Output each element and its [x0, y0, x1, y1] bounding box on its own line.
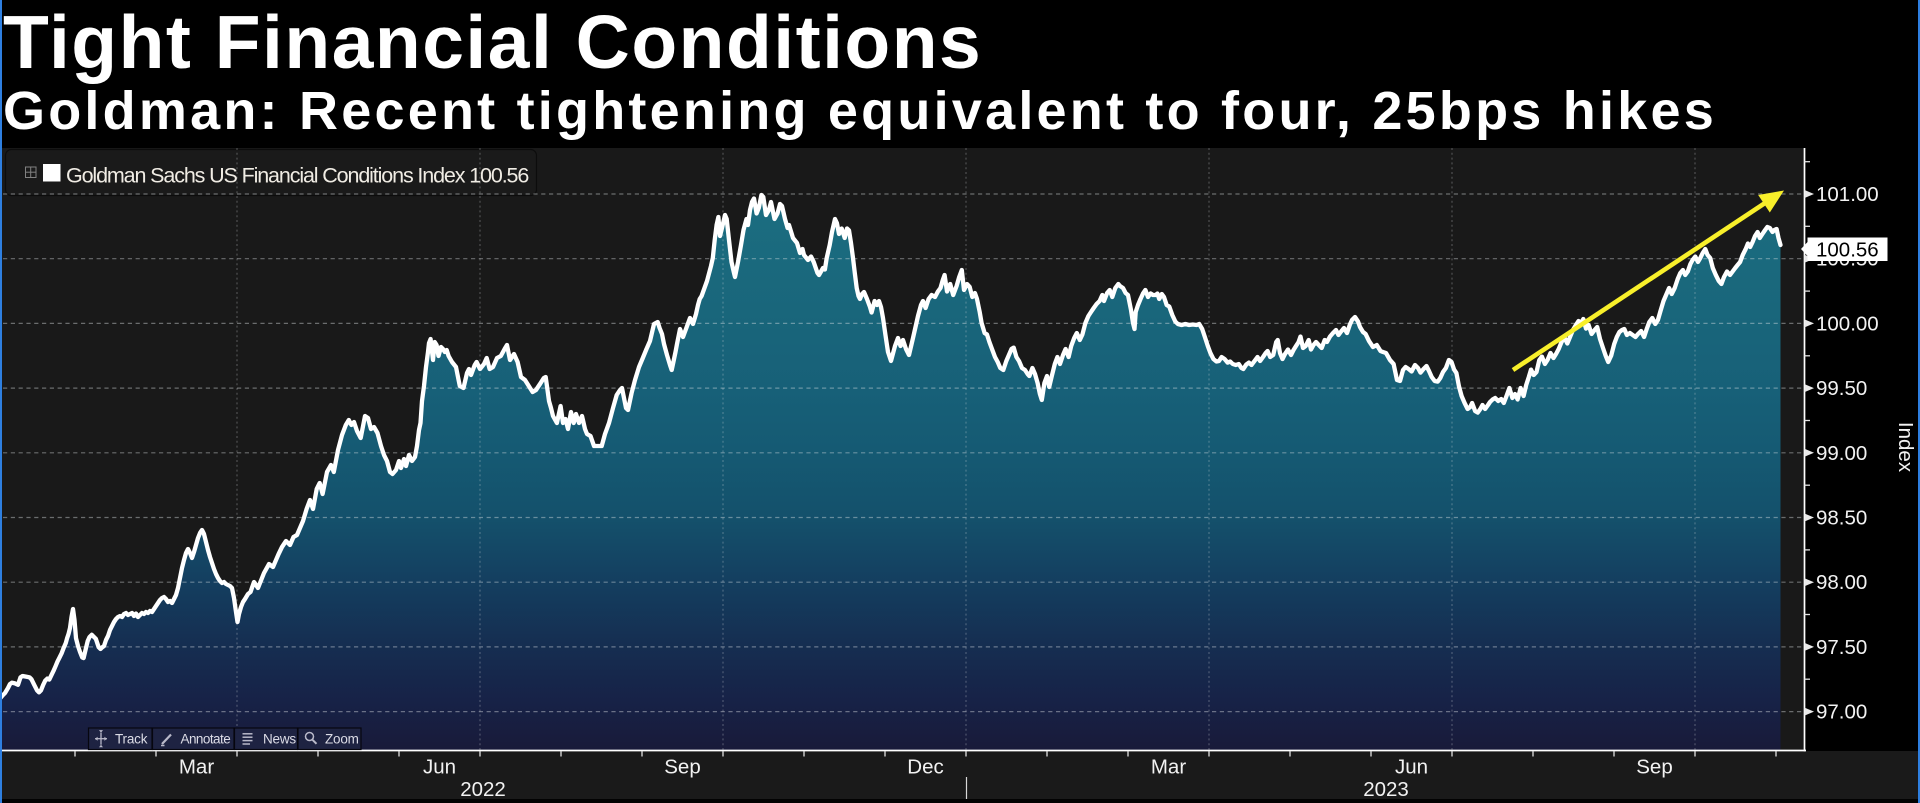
svg-text:News: News: [263, 732, 296, 747]
svg-text:Goldman Sachs US Financial Con: Goldman Sachs US Financial Conditions In…: [66, 164, 529, 188]
svg-text:99.00: 99.00: [1816, 442, 1867, 465]
svg-text:98.50: 98.50: [1816, 507, 1867, 530]
svg-text:Sep: Sep: [1636, 756, 1672, 779]
svg-text:Jun: Jun: [423, 756, 456, 779]
svg-text:Dec: Dec: [907, 756, 943, 779]
svg-text:100.00: 100.00: [1816, 312, 1879, 335]
svg-text:97.00: 97.00: [1816, 701, 1867, 724]
svg-text:Mar: Mar: [179, 756, 214, 779]
svg-text:2023: 2023: [1363, 778, 1409, 801]
svg-text:97.50: 97.50: [1816, 636, 1867, 659]
svg-text:Sep: Sep: [664, 756, 700, 779]
svg-text:98.00: 98.00: [1816, 571, 1867, 594]
svg-text:2022: 2022: [460, 778, 506, 801]
svg-text:Annotate: Annotate: [181, 732, 231, 747]
svg-text:Mar: Mar: [1151, 756, 1186, 779]
svg-text:Track: Track: [115, 732, 148, 747]
svg-text:Jun: Jun: [1395, 756, 1428, 779]
svg-text:101.00: 101.00: [1816, 183, 1879, 206]
svg-text:Zoom: Zoom: [325, 732, 359, 747]
svg-text:99.50: 99.50: [1816, 377, 1867, 400]
svg-text:Index: Index: [1894, 422, 1917, 473]
svg-text:100.56: 100.56: [1816, 239, 1879, 262]
